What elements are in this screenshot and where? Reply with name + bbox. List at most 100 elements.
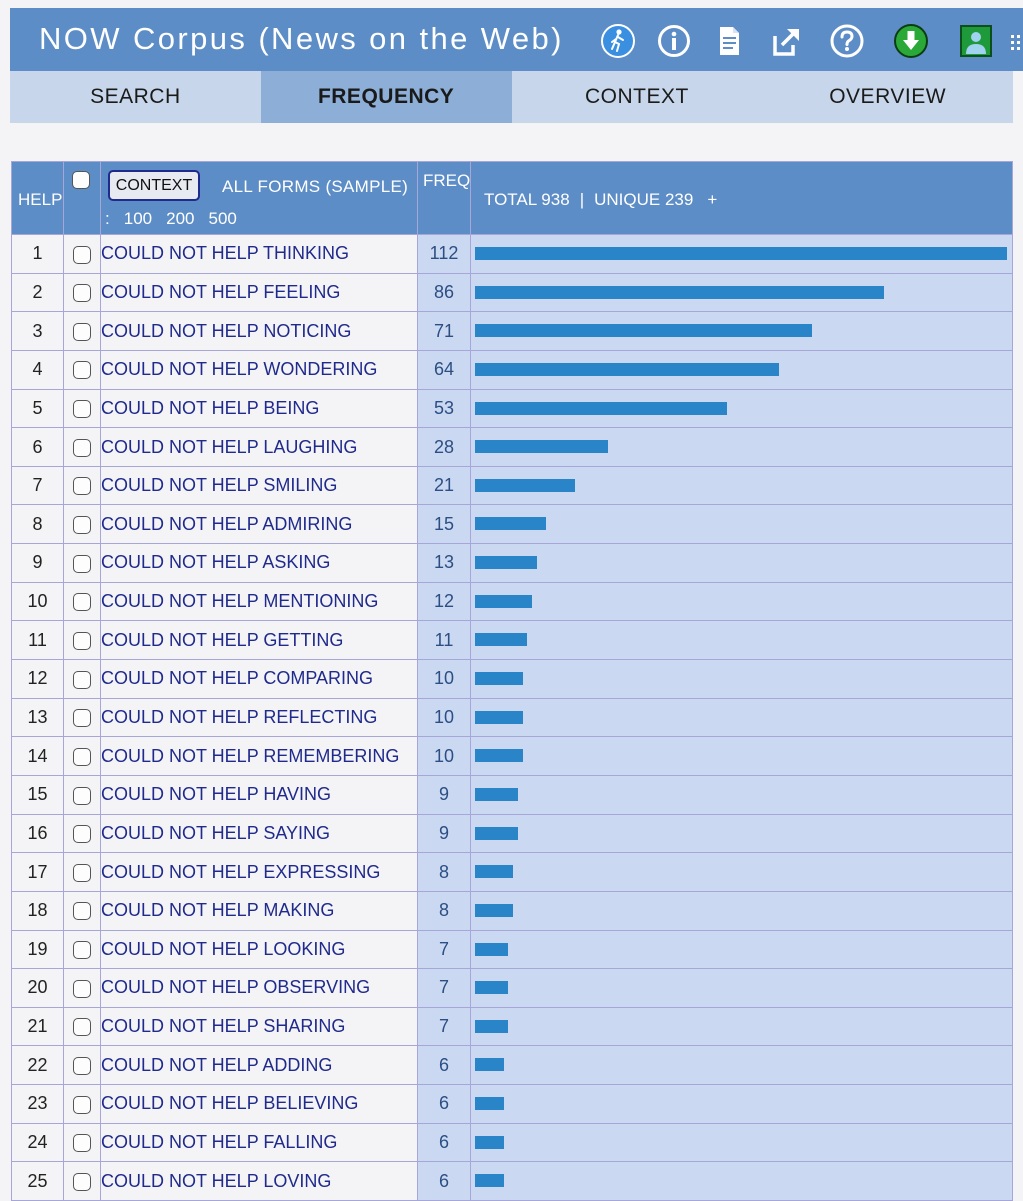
all-forms-label[interactable]: ALL FORMS (SAMPLE) [222,177,409,196]
row-checkbox[interactable] [73,863,91,882]
word-link[interactable]: COULD NOT HELP WONDERING [101,359,378,380]
external-link-icon[interactable] [769,23,805,59]
frequency-value: 7 [417,929,471,970]
row-checkbox[interactable] [73,1134,91,1153]
row-checkbox[interactable] [73,593,91,612]
row-checkbox[interactable] [73,400,91,419]
row-checkbox[interactable] [73,1172,91,1191]
word-link[interactable]: COULD NOT HELP FEELING [101,281,341,302]
row-checkbox[interactable] [73,1018,91,1037]
row-checkbox[interactable] [73,1057,91,1076]
word-link[interactable]: COULD NOT HELP FALLING [101,1132,338,1153]
word-link[interactable]: COULD NOT HELP SAYING [101,822,331,843]
row-select-cell [63,1122,101,1163]
row-select-cell [63,890,101,931]
row-checkbox[interactable] [73,670,91,689]
limit-200-link[interactable]: 200 [166,209,195,228]
frequency-value: 9 [417,813,471,854]
word-link[interactable]: COULD NOT HELP ADMIRING [101,513,353,534]
row-checkbox[interactable] [73,1095,91,1114]
word-cell: COULD NOT HELP GETTING [100,620,418,661]
word-link[interactable]: COULD NOT HELP MAKING [101,900,335,921]
frequency-value: 21 [417,465,471,506]
row-checkbox[interactable] [73,631,91,650]
word-link[interactable]: COULD NOT HELP OBSERVING [101,977,371,998]
frequency-table: HELP CONTEXT ALL FORMS (SAMPLE) :100 200 5… [11,161,1013,1201]
tab-context[interactable]: CONTEXT [584,85,689,108]
row-checkbox[interactable] [73,979,91,998]
row-select-cell [63,1161,101,1201]
word-link[interactable]: COULD NOT HELP MENTIONING [101,591,379,612]
row-checkbox[interactable] [73,438,91,457]
frequency-bar [475,710,523,724]
help-icon[interactable] [829,23,865,59]
word-link[interactable]: COULD NOT HELP NOTICING [101,320,352,341]
row-checkbox[interactable] [73,747,91,766]
word-link[interactable]: COULD NOT HELP REMEMBERING [101,745,400,766]
tab-search[interactable]: SEARCH [90,85,181,108]
word-link[interactable]: COULD NOT HELP REFLECTING [101,707,378,727]
row-checkbox[interactable] [73,322,91,341]
word-link[interactable]: COULD NOT HELP ADDING [101,1054,333,1075]
row-select-cell [63,465,101,506]
row-checkbox[interactable] [73,709,91,728]
totals-header: TOTAL 938 | UNIQUE 239 + [470,161,1013,235]
row-checkbox[interactable] [73,554,91,573]
tab-overview[interactable]: OVERVIEW [829,85,947,108]
help-header: HELP [11,161,64,235]
expand-plus-button[interactable]: + [707,190,718,209]
word-link[interactable]: COULD NOT HELP BELIEVING [101,1093,359,1114]
frequency-bar [475,942,508,956]
row-checkbox[interactable] [73,941,91,960]
row-checkbox[interactable] [73,516,91,535]
table-row: 19 COULD NOT HELP LOOKING 7 [11,929,1013,970]
row-checkbox[interactable] [73,902,91,921]
limit-100-link[interactable]: 100 [123,209,153,228]
row-checkbox[interactable] [73,477,91,496]
word-link[interactable]: COULD NOT HELP EXPRESSING [101,861,381,882]
grid-menu-icon[interactable] [1009,23,1023,59]
download-icon[interactable] [893,23,929,59]
row-select-cell [63,581,101,622]
row-checkbox[interactable] [73,825,91,844]
info-icon[interactable] [656,23,692,59]
row-select-cell [63,234,101,274]
word-link[interactable]: COULD NOT HELP LOOKING [101,938,346,959]
row-number: 16 [11,813,64,854]
word-link[interactable]: COULD NOT HELP BEING [101,397,320,418]
frequency-bar [475,556,537,570]
row-checkbox[interactable] [73,245,91,264]
row-select-cell [63,813,101,854]
word-link[interactable]: COULD NOT HELP ASKING [101,552,331,573]
frequency-value: 7 [417,968,471,1008]
word-link[interactable]: COULD NOT HELP LOVING [101,1170,332,1191]
word-link[interactable]: COULD NOT HELP LAUGHING [101,436,358,457]
limit-500-link[interactable]: 500 [208,209,237,228]
word-link[interactable]: COULD NOT HELP COMPARING [101,668,374,689]
user-profile-icon[interactable] [958,23,994,59]
row-checkbox[interactable] [73,361,91,380]
frequency-bar [475,749,523,763]
row-checkbox[interactable] [73,284,91,303]
word-link[interactable]: COULD NOT HELP GETTING [101,629,344,650]
select-all-checkbox[interactable] [72,171,90,189]
row-number: 12 [11,659,64,699]
table-row: 10 COULD NOT HELP MENTIONING 12 [11,581,1013,622]
totals-summary: TOTAL 938 | UNIQUE 239 + [484,190,717,210]
context-button[interactable]: CONTEXT [108,170,200,201]
row-checkbox[interactable] [73,786,91,805]
row-select-cell [63,968,101,1008]
frequency-value: 13 [417,543,471,583]
word-link[interactable]: COULD NOT HELP HAVING [101,784,332,805]
word-link[interactable]: COULD NOT HELP SMILING [101,475,338,496]
tab-frequency[interactable]: FREQUENCY [260,71,512,123]
bar-cell [470,659,1013,699]
help-link[interactable]: HELP [18,190,63,209]
word-link[interactable]: COULD NOT HELP SHARING [101,1016,346,1037]
tour-icon[interactable] [600,23,636,59]
row-number: 6 [11,427,64,467]
freq-sort-link[interactable]: FREQ [423,171,471,190]
row-number: 8 [11,504,64,545]
word-link[interactable]: COULD NOT HELP THINKING [101,243,350,264]
document-icon[interactable] [711,23,747,59]
